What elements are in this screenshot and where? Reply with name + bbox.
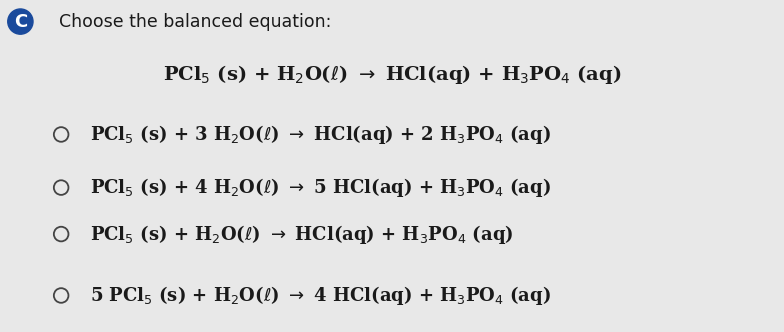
Text: Choose the balanced equation:: Choose the balanced equation:: [59, 13, 331, 31]
Text: PCl$_5$ (s) + H$_2$O($\ell$) $\rightarrow$ HCl(aq) + H$_3$PO$_4$ (aq): PCl$_5$ (s) + H$_2$O($\ell$) $\rightarro…: [163, 63, 621, 86]
Text: PCl$_5$ (s) + H$_2$O($\ell$) $\rightarrow$ HCl(aq) + H$_3$PO$_4$ (aq): PCl$_5$ (s) + H$_2$O($\ell$) $\rightarro…: [90, 222, 514, 246]
Text: 5 PCl$_5$ (s) + H$_2$O($\ell$) $\rightarrow$ 4 HCl(aq) + H$_3$PO$_4$ (aq): 5 PCl$_5$ (s) + H$_2$O($\ell$) $\rightar…: [90, 284, 551, 307]
Text: PCl$_5$ (s) + 3 H$_2$O($\ell$) $\rightarrow$ HCl(aq) + 2 H$_3$PO$_4$ (aq): PCl$_5$ (s) + 3 H$_2$O($\ell$) $\rightar…: [90, 123, 551, 146]
Text: C: C: [14, 13, 27, 31]
Ellipse shape: [8, 9, 33, 34]
Text: PCl$_5$ (s) + 4 H$_2$O($\ell$) $\rightarrow$ 5 HCl(aq) + H$_3$PO$_4$ (aq): PCl$_5$ (s) + 4 H$_2$O($\ell$) $\rightar…: [90, 176, 551, 199]
